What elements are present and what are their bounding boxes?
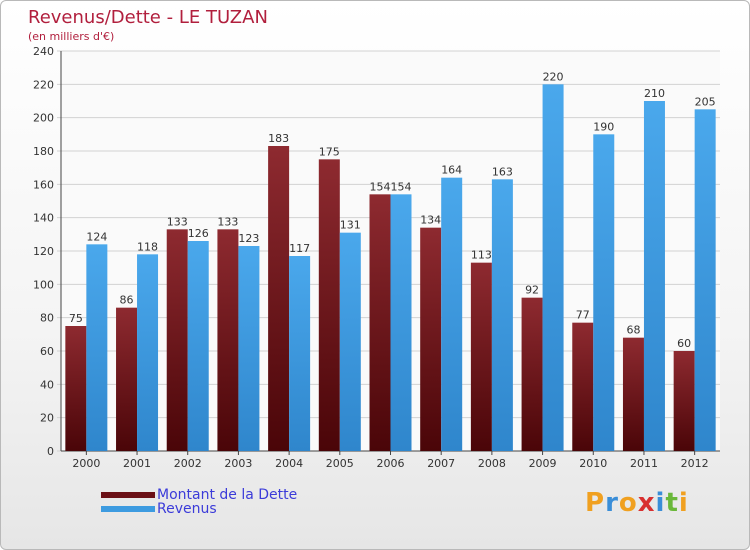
bar-debt [318,159,340,452]
x-tick-label: 2002 [174,457,202,470]
bar-revenue [491,179,513,452]
y-tick-label: 180 [33,145,54,158]
bar-debt [470,262,492,451]
data-label-revenue: 210 [644,87,665,100]
y-tick-label: 240 [33,45,54,58]
data-label-debt: 77 [576,309,590,322]
logo-letter: i [678,488,689,518]
y-tick-label: 160 [33,178,54,191]
y-tick-label: 40 [40,378,54,391]
legend-label-revenue: Revenus [157,501,217,517]
logo-letter: P [585,488,606,518]
data-label-revenue: 205 [695,95,716,108]
bar-revenue [390,194,412,452]
y-tick-label: 60 [40,345,54,358]
y-tick-label: 20 [40,412,54,425]
bar-revenue [339,232,361,451]
logo-letter: t [665,488,679,518]
data-label-debt: 92 [525,284,539,297]
bar-debt [65,326,87,451]
data-label-debt: 175 [319,145,340,158]
x-tick-label: 2011 [630,457,658,470]
data-label-revenue: 118 [137,240,158,253]
data-label-revenue: 126 [188,227,209,240]
x-tick-label: 2006 [377,457,405,470]
bar-debt [268,146,290,451]
chart-subtitle: (en milliers d'€) [28,30,115,43]
bar-debt [622,337,644,451]
data-label-revenue: 190 [593,120,614,133]
x-tick-label: 2004 [275,457,303,470]
bar-debt [420,227,442,451]
bar-debt [369,194,391,452]
x-tick-label: 2005 [326,457,354,470]
y-tick-label: 100 [33,278,54,291]
legend-swatch-debt [101,492,155,498]
y-tick-label: 200 [33,112,54,125]
logo-letter: r [605,488,619,518]
y-tick-label: 120 [33,245,54,258]
data-label-debt: 75 [69,312,83,325]
bar-revenue [694,109,716,451]
x-tick-label: 2012 [681,457,709,470]
logo-letter: x [637,488,656,518]
data-label-debt: 68 [626,324,640,337]
data-label-revenue: 123 [238,232,259,245]
x-tick-label: 2001 [123,457,151,470]
x-tick-label: 2008 [478,457,506,470]
data-label-debt: 134 [420,214,441,227]
x-tick-label: 2000 [72,457,100,470]
bar-debt [116,307,138,451]
data-label-debt: 60 [677,337,691,350]
data-label-revenue: 117 [289,242,310,255]
y-tick-label: 80 [40,312,54,325]
data-label-debt: 133 [167,215,188,228]
bar-debt [217,229,239,451]
data-label-debt: 183 [268,132,289,145]
legend-label-debt: Montant de la Dette [157,487,298,503]
bar-revenue [86,244,108,451]
bar-debt [166,229,188,451]
data-label-revenue: 163 [492,165,513,178]
y-tick-label: 220 [33,78,54,91]
bar-revenue [289,256,311,451]
x-tick-label: 2003 [224,457,252,470]
legend-item-debt: Montant de la Dette [101,487,297,503]
bar-revenue [441,177,463,451]
chart-title: Revenus/Dette - LE TUZAN [28,7,268,28]
proxiti-logo: Proxiti [585,488,689,518]
data-label-revenue: 131 [340,219,361,232]
bar-revenue [643,101,665,451]
bar-revenue [137,254,159,451]
y-tick-label: 0 [47,445,54,458]
data-label-revenue: 220 [543,70,564,83]
data-label-debt: 86 [120,294,134,307]
bar-revenue [542,84,564,451]
bar-revenue [593,134,615,452]
bar-debt [673,351,695,451]
bar-revenue [187,241,209,451]
logo-letter: o [618,488,638,518]
data-label-debt: 113 [471,249,492,262]
bar-revenue [238,246,260,451]
x-tick-label: 2010 [579,457,607,470]
x-tick-label: 2007 [427,457,455,470]
bar-debt [572,322,594,451]
data-label-revenue: 154 [391,180,412,193]
data-label-revenue: 124 [86,230,107,243]
data-label-revenue: 164 [441,164,462,177]
legend-swatch-revenue [101,506,155,512]
legend-item-revenue: Revenus [101,501,217,517]
logo-letter: i [655,488,666,518]
y-tick-label: 140 [33,212,54,225]
data-label-debt: 133 [217,215,238,228]
x-tick-label: 2009 [529,457,557,470]
bar-debt [521,297,543,451]
data-label-debt: 154 [370,180,391,193]
